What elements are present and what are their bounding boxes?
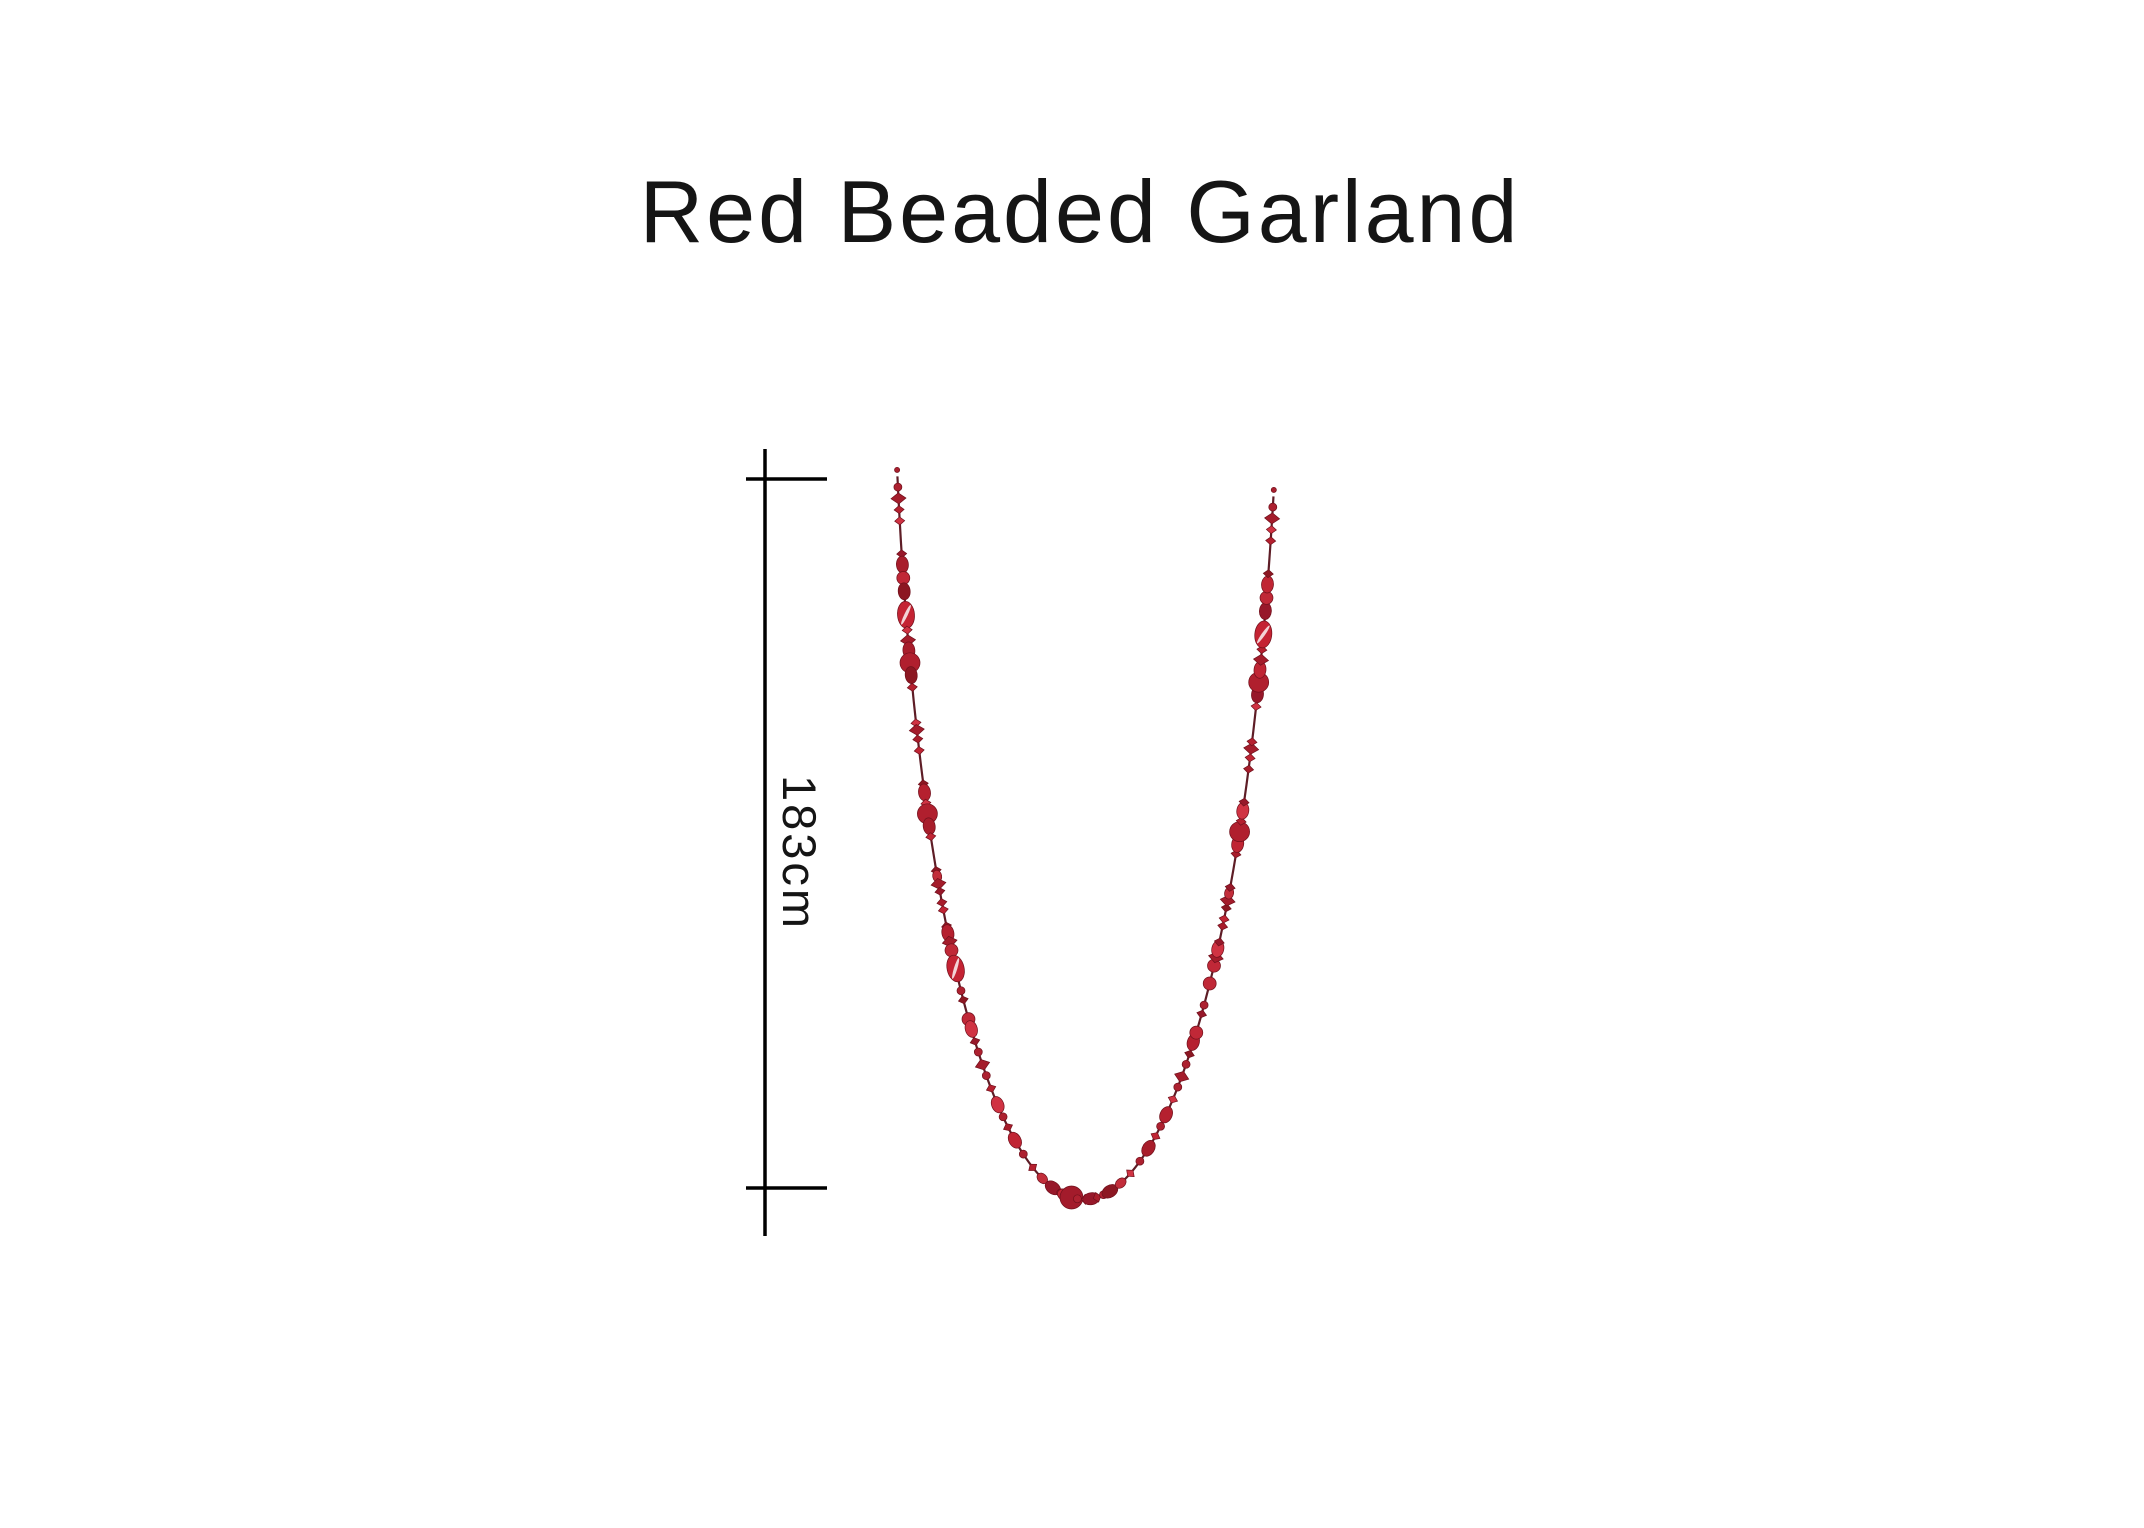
garland-bead	[1167, 1095, 1179, 1104]
garland-bead	[1126, 1169, 1135, 1177]
garland-bead	[1229, 821, 1250, 843]
garland-bead	[894, 516, 906, 526]
garland-bead	[937, 905, 949, 915]
garland-bead	[1270, 486, 1277, 493]
garland-bead	[985, 1084, 997, 1093]
garland-image	[890, 466, 1281, 1210]
garland-bead	[1007, 1131, 1022, 1149]
garland-bead	[1264, 512, 1281, 525]
garland-bead	[913, 746, 925, 755]
garland-bead	[893, 505, 905, 515]
garland-bead	[918, 783, 931, 802]
garland-bead	[901, 625, 913, 635]
garland-bead	[1218, 914, 1230, 924]
garland-bead	[1156, 1121, 1165, 1131]
garland-bead	[1141, 1140, 1156, 1157]
garland-bead	[1199, 1000, 1209, 1010]
garland-bead	[1150, 1132, 1161, 1141]
garland-bead	[1181, 1059, 1191, 1069]
garland-bead	[1265, 536, 1277, 546]
garland-bead	[1246, 737, 1258, 747]
garland-bead	[957, 995, 969, 1005]
dimension-label: 183cm	[773, 775, 826, 931]
garland-bead	[1265, 525, 1277, 535]
garland-bead	[1114, 1177, 1127, 1189]
garland-bead	[912, 734, 924, 744]
garland-bead	[1135, 1156, 1145, 1166]
garland-bead	[1028, 1163, 1038, 1171]
garland-bead	[1073, 1194, 1082, 1204]
garland-bead	[908, 724, 925, 736]
bead-highlight	[952, 958, 960, 979]
garland-bead	[1268, 502, 1278, 512]
garland-bead	[964, 1020, 978, 1038]
garland-bead	[956, 986, 966, 996]
garland-bead	[934, 887, 946, 896]
garland-bead	[998, 1112, 1008, 1122]
garland-bead	[1174, 1071, 1190, 1083]
garland-beads	[890, 466, 1281, 1210]
garland-bead	[981, 1071, 991, 1080]
garland-bead	[1202, 976, 1217, 991]
garland-bead	[894, 466, 901, 473]
dimension-indicator: 183cm	[746, 449, 827, 1236]
garland-bead	[896, 555, 909, 574]
garland-bead	[969, 1037, 981, 1046]
garland-bead	[1238, 797, 1250, 807]
garland-bead	[944, 943, 959, 958]
product-title: Red Beaded Garland	[640, 162, 1521, 261]
garland-bead	[1250, 702, 1262, 711]
garland-bead	[1243, 764, 1255, 774]
garland-bead	[1159, 1106, 1173, 1124]
garland-bead	[897, 582, 911, 601]
garland-bead	[990, 1096, 1005, 1114]
garland-bead	[974, 1059, 991, 1071]
garland-string	[895, 466, 1276, 1201]
garland-bead	[1259, 602, 1272, 620]
garland-bead	[1244, 753, 1256, 763]
garland-bead	[906, 682, 918, 692]
garland-bead	[1189, 1025, 1204, 1040]
garland-bead	[1217, 921, 1229, 931]
garland-bead	[1252, 653, 1270, 666]
garland-bead	[1261, 575, 1274, 594]
garland-bead	[936, 898, 948, 907]
garland-bead	[1196, 1009, 1208, 1019]
garland-bead	[1173, 1082, 1183, 1092]
garland-bead	[1213, 937, 1225, 947]
garland-bead	[1224, 883, 1236, 892]
garland-bead	[890, 492, 907, 505]
garland-bead	[973, 1047, 983, 1057]
bead-highlight	[901, 605, 911, 625]
garland-bead	[925, 832, 937, 841]
garland-bead	[1018, 1149, 1028, 1159]
bead-highlight	[1256, 625, 1270, 644]
garland-bead	[1003, 1123, 1013, 1132]
garland-bead	[893, 482, 903, 492]
garland-bead	[1262, 569, 1274, 579]
